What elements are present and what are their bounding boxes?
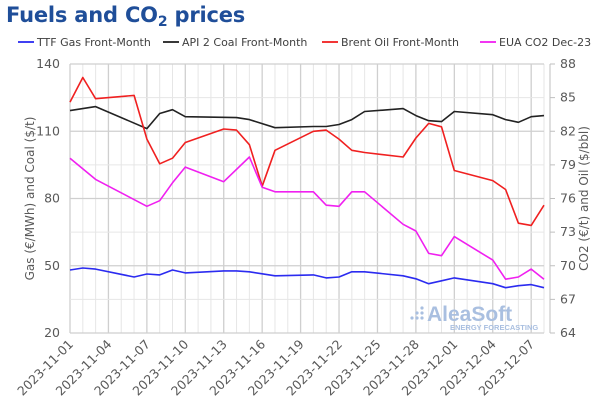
series-line [69,76,545,227]
logo-text: AleaSoft [427,303,512,326]
series-ttf-gas-front-month [69,267,545,289]
left-axis-tick-label: 20 [44,325,60,340]
right-axis-tick-label: 85 [560,90,576,105]
aleasoft-logo: AleaSoft ENERGY FORECASTING [410,303,538,332]
legend-label: TTF Gas Front-Month [36,36,151,49]
right-axis-tick-label: 70 [560,258,576,273]
series-line [69,267,545,289]
right-axis-tick-label: 76 [560,191,576,206]
left-axis-tick-label: 50 [44,258,60,273]
legend-label: API 2 Coal Front-Month [182,36,307,49]
chart-title: Fuels and CO2 prices [6,3,246,30]
legend: TTF Gas Front-Month API 2 Coal Front-Mont… [18,36,591,49]
left-axis-tick-label: 110 [36,123,60,138]
left-axis-tick-label: 80 [44,191,60,206]
legend-label: Brent Oil Front-Month [341,36,459,49]
left-axis-label: Gas (€/MWh) and Coal ($/t) [23,117,37,281]
left-axis-tick-label: 140 [36,56,60,71]
right-axis-tick-label: 73 [560,224,576,239]
right-axis-tick-label: 64 [560,325,576,340]
logo-tagline: ENERGY FORECASTING [450,323,538,332]
series-api-2-coal-front-month [69,105,545,130]
right-axis-tick-label: 79 [560,157,576,172]
series-line [69,156,545,281]
right-axis-tick-label: 67 [560,291,576,306]
legend-label: EUA CO2 Dec-23 [499,36,591,49]
gridlines [69,63,545,334]
logo-dots-icon [410,306,424,320]
series-line [69,105,545,130]
right-axis-tick-label: 88 [560,56,576,71]
right-axis-label: CO2 (€/t) and Oil ($/bbl) [577,126,591,271]
right-axis-tick-label: 82 [560,123,576,138]
series-brent-oil-front-month [69,76,545,227]
series-eua-co2-dec-23 [69,156,545,281]
